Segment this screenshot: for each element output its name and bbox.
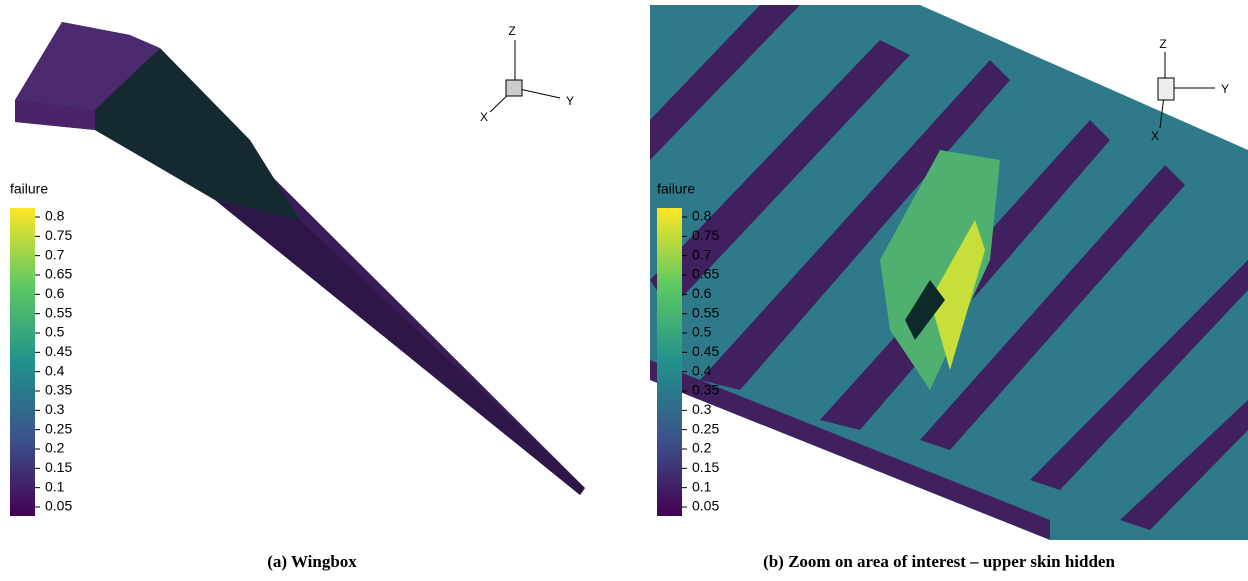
triad-label: Z — [1159, 37, 1166, 51]
colorbar-label: 0.3 — [45, 401, 65, 417]
colorbar-label: 0.4 — [45, 362, 65, 378]
colorbar-label: 0.05 — [45, 498, 72, 514]
triad-label: X — [1151, 129, 1159, 143]
colorbar-label: 0.5 — [692, 324, 712, 340]
colorbar — [657, 208, 682, 516]
colorbar-label: 0.8 — [45, 208, 65, 224]
caption: (a) Wingbox — [267, 552, 357, 571]
colorbar-label: 0.55 — [45, 304, 72, 320]
colorbar-label: 0.1 — [692, 478, 712, 494]
colorbar-label: 0.7 — [45, 246, 65, 262]
colorbar-label: 0.65 — [45, 266, 72, 282]
colorbar-label: 0.25 — [45, 420, 72, 436]
triad-label: X — [480, 110, 488, 124]
colorbar-label: 0.45 — [45, 343, 72, 359]
colorbar-label: 0.6 — [45, 285, 65, 301]
colorbar-label: 0.45 — [692, 343, 719, 359]
colorbar-label: 0.75 — [45, 227, 72, 243]
legend-title: failure — [657, 181, 695, 197]
colorbar-label: 0.35 — [692, 382, 719, 398]
triad-label: Y — [1221, 82, 1229, 96]
colorbar-label: 0.6 — [692, 285, 712, 301]
colorbar-label: 0.1 — [45, 478, 65, 494]
legend-title: failure — [10, 181, 48, 197]
colorbar-label: 0.3 — [692, 401, 712, 417]
colorbar-label: 0.35 — [45, 382, 72, 398]
colorbar-label: 0.05 — [692, 498, 719, 514]
colorbar-label: 0.2 — [692, 440, 712, 456]
triad-a — [490, 40, 560, 112]
colorbar-label: 0.15 — [45, 459, 72, 475]
triad-label: Y — [566, 94, 574, 108]
colorbar-label: 0.55 — [692, 304, 719, 320]
colorbar-label: 0.4 — [692, 362, 712, 378]
caption: (b) Zoom on area of interest – upper ski… — [763, 552, 1115, 571]
figure: (a) Wingbox failure 0.8 0.75 0.7 0.65 0.6 0.55 0… — [0, 0, 1248, 581]
colorbar-label: 0.65 — [692, 266, 719, 282]
colorbar — [10, 208, 35, 516]
colorbar-label: 0.8 — [692, 208, 712, 224]
page: {"panels": [ {"caption": "(a) Wingbox", … — [0, 0, 1248, 581]
colorbar-label: 0.15 — [692, 459, 719, 475]
colorbar-label: 0.5 — [45, 324, 65, 340]
colorbar-label: 0.2 — [45, 440, 65, 456]
triad-label: Z — [508, 24, 515, 38]
colorbar-label: 0.75 — [692, 227, 719, 243]
wingbox-render — [15, 22, 585, 495]
colorbar-label: 0.7 — [692, 246, 712, 262]
colorbar-label: 0.25 — [692, 420, 719, 436]
